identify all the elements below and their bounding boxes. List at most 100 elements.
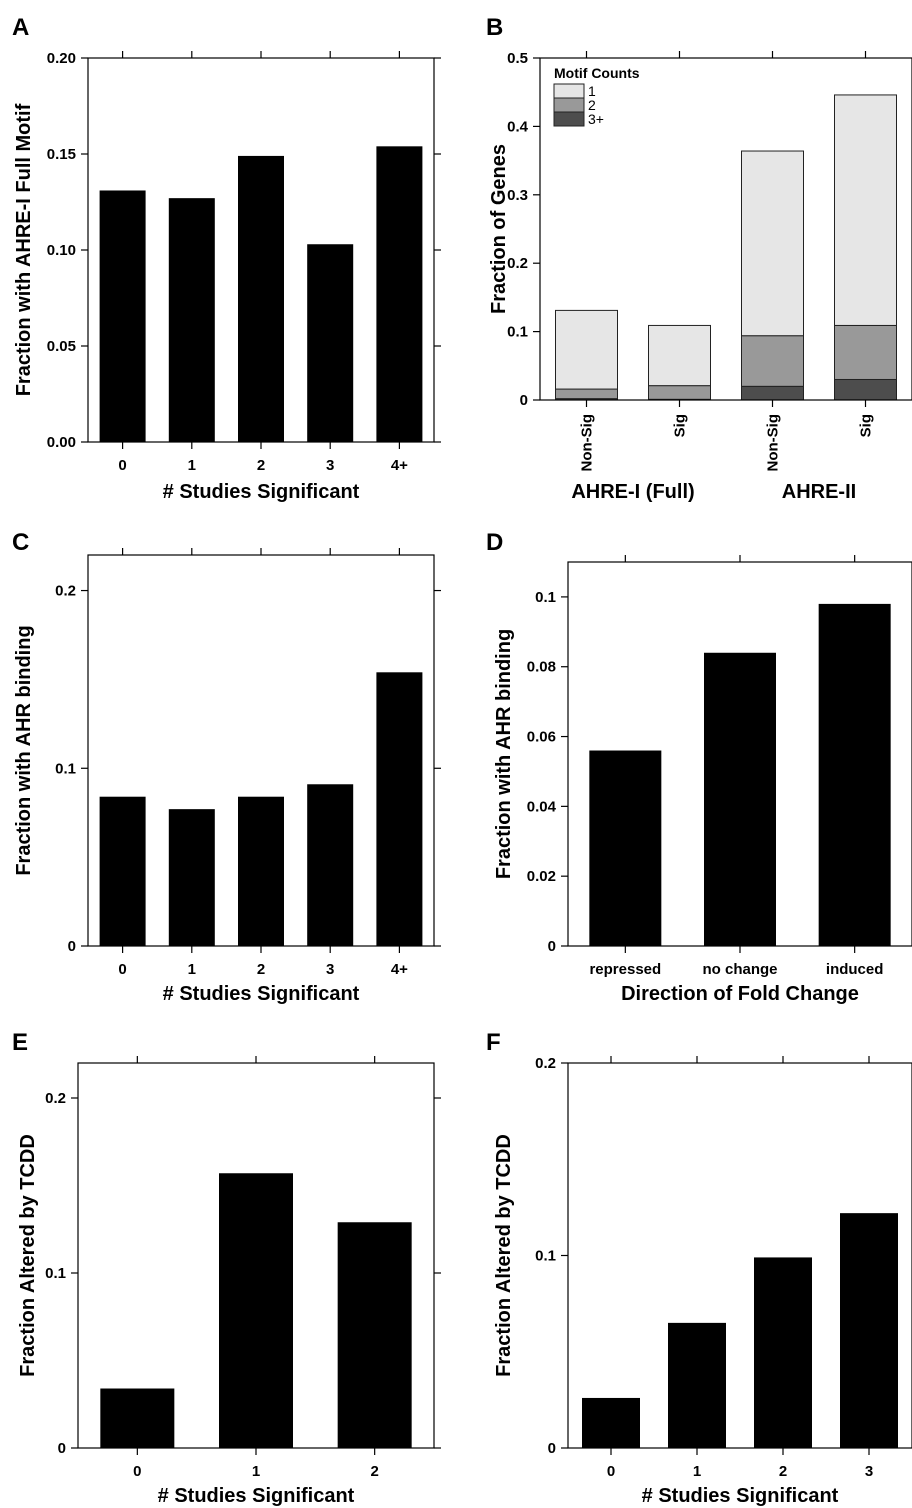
x-tick-label: 3 (865, 1463, 873, 1480)
y-tick-label: 0.2 (55, 583, 76, 600)
x-tick-label: 3 (326, 457, 334, 474)
y-tick-label: 0 (58, 1440, 66, 1457)
y-tick-label: 0.3 (507, 187, 528, 204)
y-tick-label: 0.06 (527, 729, 556, 746)
bar-segment (741, 150, 804, 337)
x-tick-label: 2 (257, 961, 265, 978)
x-tick-label: 1 (188, 961, 196, 978)
bar (754, 1257, 812, 1448)
bar-segment (648, 385, 711, 400)
y-tick-label: 0 (520, 392, 528, 409)
y-tick-label: 0.2 (535, 1055, 556, 1072)
legend-title: Motif Counts (554, 65, 640, 81)
bar-segment (555, 388, 618, 400)
bar (219, 1173, 293, 1448)
y-tick-label: 0.1 (45, 1265, 66, 1282)
bar (99, 796, 146, 946)
bar-segment (834, 324, 897, 380)
y-tick-label: 0.1 (535, 589, 556, 606)
x-tick-label: 2 (370, 1463, 378, 1480)
x-tick-label: Non-Sig (765, 414, 782, 472)
bar-segment (834, 94, 897, 326)
group-label: AHRE-I (Full) (571, 481, 694, 503)
x-tick-label: induced (826, 961, 884, 978)
y-tick-label: 0.20 (47, 50, 76, 67)
bar (168, 809, 215, 946)
y-tick-label: 0.04 (527, 798, 557, 815)
y-tick-label: 0.2 (45, 1090, 66, 1107)
bar (168, 198, 215, 442)
group-label: AHRE-II (782, 481, 856, 503)
panel-f: F 0 0.1 0.2 0 1 2 3 Fraction Altered by TCDD # St… (486, 1029, 912, 1507)
bar-segment (741, 385, 804, 401)
x-axis-label: # Studies Significant (163, 481, 360, 503)
panel-c: C 0 0.1 0.2 0 1 2 3 4+ Fraction with AHR binding #… (12, 529, 441, 1005)
bar (238, 796, 284, 946)
bar (99, 190, 146, 442)
bar (307, 784, 354, 946)
y-tick-label: 0.1 (535, 1248, 556, 1265)
legend-swatch (553, 97, 585, 113)
bar (238, 155, 284, 443)
bar-segment (834, 378, 897, 401)
x-tick-label: Sig (672, 414, 689, 437)
x-tick-label: 1 (693, 1463, 701, 1480)
bar-segment (648, 324, 711, 387)
y-tick-label: 0.4 (507, 118, 529, 135)
y-tick-label: 0.02 (527, 868, 556, 885)
legend-entry: 3+ (588, 111, 604, 127)
y-tick-label: 0.5 (507, 50, 528, 67)
y-tick-label: 0 (548, 1440, 556, 1457)
y-tick-label: 0.15 (47, 146, 76, 163)
x-tick-label: 1 (188, 457, 196, 474)
y-tick-label: 0.2 (507, 255, 528, 272)
bar (840, 1213, 898, 1448)
bar (100, 1388, 175, 1448)
y-tick-label: 0.10 (47, 242, 76, 259)
panel-letter: D (486, 529, 503, 556)
plot-frame (539, 57, 912, 401)
x-tick-label: 3 (326, 961, 334, 978)
y-axis-label: Fraction Altered by TCDD (17, 1134, 39, 1377)
x-tick-label: 2 (257, 457, 265, 474)
panel-b: B 0 0.1 0.2 0.3 0.4 0.5 Non-Sig Sig Non-Sig Sig Fra… (486, 14, 912, 503)
y-tick-label: 0.00 (47, 434, 76, 451)
x-tick-label: no change (702, 961, 777, 978)
y-tick-label: 0 (548, 938, 556, 955)
bar (337, 1222, 412, 1448)
bar (668, 1322, 726, 1448)
y-axis-label: Fraction with AHR binding (13, 625, 35, 875)
x-tick-label: 4+ (391, 961, 408, 978)
y-tick-label: 0.1 (55, 760, 76, 777)
y-tick-label: 0 (68, 938, 76, 955)
panel-letter: C (12, 529, 29, 556)
bar (582, 1397, 640, 1448)
bar (589, 750, 662, 946)
legend-swatch (553, 83, 585, 99)
y-axis-label: Fraction Altered by TCDD (493, 1134, 515, 1377)
x-axis-label: # Studies Significant (642, 1485, 839, 1507)
x-tick-label: Non-Sig (579, 414, 596, 472)
x-axis-label: # Studies Significant (158, 1485, 355, 1507)
x-tick-label: 0 (118, 961, 126, 978)
panel-e: E 0 0.1 0.2 0 1 2 Fraction Altered by TCDD # Stu… (12, 1029, 441, 1507)
y-tick-label: 0.05 (47, 338, 76, 355)
panel-letter: E (12, 1029, 28, 1056)
y-axis-label: Fraction of Genes (488, 144, 510, 314)
legend-entry: 2 (588, 97, 596, 113)
x-tick-label: 2 (779, 1463, 787, 1480)
panel-d: D 0 0.02 0.04 0.06 0.08 0.1 repressed no change i… (486, 529, 912, 1005)
x-tick-label: Sig (858, 414, 875, 437)
y-axis-label: Fraction with AHRE-I Full Motif (13, 103, 35, 396)
y-tick-label: 0.1 (507, 324, 528, 341)
x-axis-label: Direction of Fold Change (621, 983, 859, 1005)
legend-entry: 1 (588, 83, 596, 99)
y-tick-label: 0.08 (527, 659, 556, 676)
x-tick-label: 0 (133, 1463, 141, 1480)
x-tick-label: 4+ (391, 457, 408, 474)
x-tick-label: 0 (118, 457, 126, 474)
legend-swatch (553, 111, 585, 127)
panel-a: A 0.00 0.05 0.10 0.15 0.20 0 1 2 3 4+ Fraction with… (12, 14, 441, 503)
x-tick-label: 1 (252, 1463, 260, 1480)
